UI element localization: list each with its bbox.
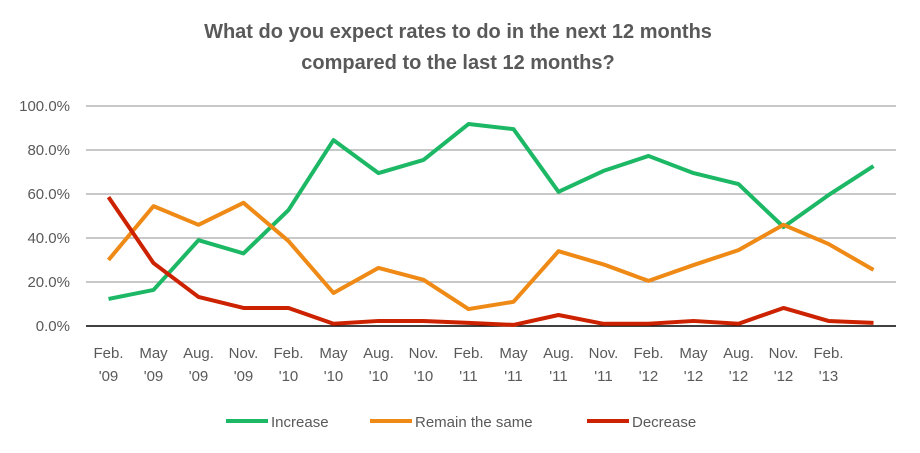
- x-tick-label: '13: [819, 368, 839, 385]
- legend-label: Increase: [271, 414, 329, 431]
- x-tick-label: '10: [279, 368, 299, 385]
- x-tick-label: '10: [324, 368, 344, 385]
- x-tick-label: Aug.: [363, 345, 394, 362]
- x-tick-label: Feb.: [813, 345, 843, 362]
- series-line-decrease: [106, 195, 874, 327]
- x-tick-label: Nov.: [769, 345, 799, 362]
- x-tick-label: '11: [594, 368, 612, 385]
- x-tick-label: May: [679, 345, 708, 362]
- series-line-remain-the-same: [106, 200, 875, 312]
- x-tick-label: '09: [99, 368, 119, 385]
- x-tick-label: Feb.: [453, 345, 483, 362]
- y-tick-label: 20.0%: [27, 274, 70, 291]
- legend-label: Decrease: [632, 414, 696, 431]
- x-tick-label: '11: [504, 368, 522, 385]
- x-tick-label: May: [499, 345, 528, 362]
- x-tick-label: Aug.: [543, 345, 574, 362]
- series-line-increase: [108, 122, 875, 301]
- chart-title-line-1: What do you expect rates to do in the ne…: [204, 21, 712, 43]
- x-tick-label: '10: [369, 368, 389, 385]
- x-tick-label: Aug.: [723, 345, 754, 362]
- x-tick-label: Nov.: [409, 345, 439, 362]
- x-tick-label: May: [139, 345, 168, 362]
- x-tick-label: '12: [729, 368, 749, 385]
- x-tick-label: Feb.: [633, 345, 663, 362]
- x-tick-label: Nov.: [589, 345, 619, 362]
- y-tick-label: 40.0%: [27, 230, 70, 247]
- x-tick-label: Feb.: [273, 345, 303, 362]
- x-tick-label: Aug.: [183, 345, 214, 362]
- y-tick-label: 60.0%: [27, 186, 70, 203]
- x-tick-label: '12: [639, 368, 659, 385]
- x-tick-label: '09: [144, 368, 164, 385]
- x-tick-label: '12: [774, 368, 794, 385]
- x-tick-label: '11: [459, 368, 477, 385]
- x-tick-label: Feb.: [93, 345, 123, 362]
- x-tick-label: '09: [234, 368, 254, 385]
- y-tick-label: 0.0%: [36, 318, 70, 335]
- legend-label: Remain the same: [415, 414, 533, 431]
- chart-title-line-2: compared to the last 12 months?: [301, 52, 614, 74]
- y-tick-label: 100.0%: [19, 98, 70, 115]
- x-tick-label: '12: [684, 368, 704, 385]
- x-tick-label: '10: [414, 368, 434, 385]
- x-tick-label: '09: [189, 368, 209, 385]
- x-tick-label: Nov.: [229, 345, 259, 362]
- x-tick-label: May: [319, 345, 348, 362]
- x-tick-label: '11: [549, 368, 567, 385]
- y-tick-label: 80.0%: [27, 142, 70, 159]
